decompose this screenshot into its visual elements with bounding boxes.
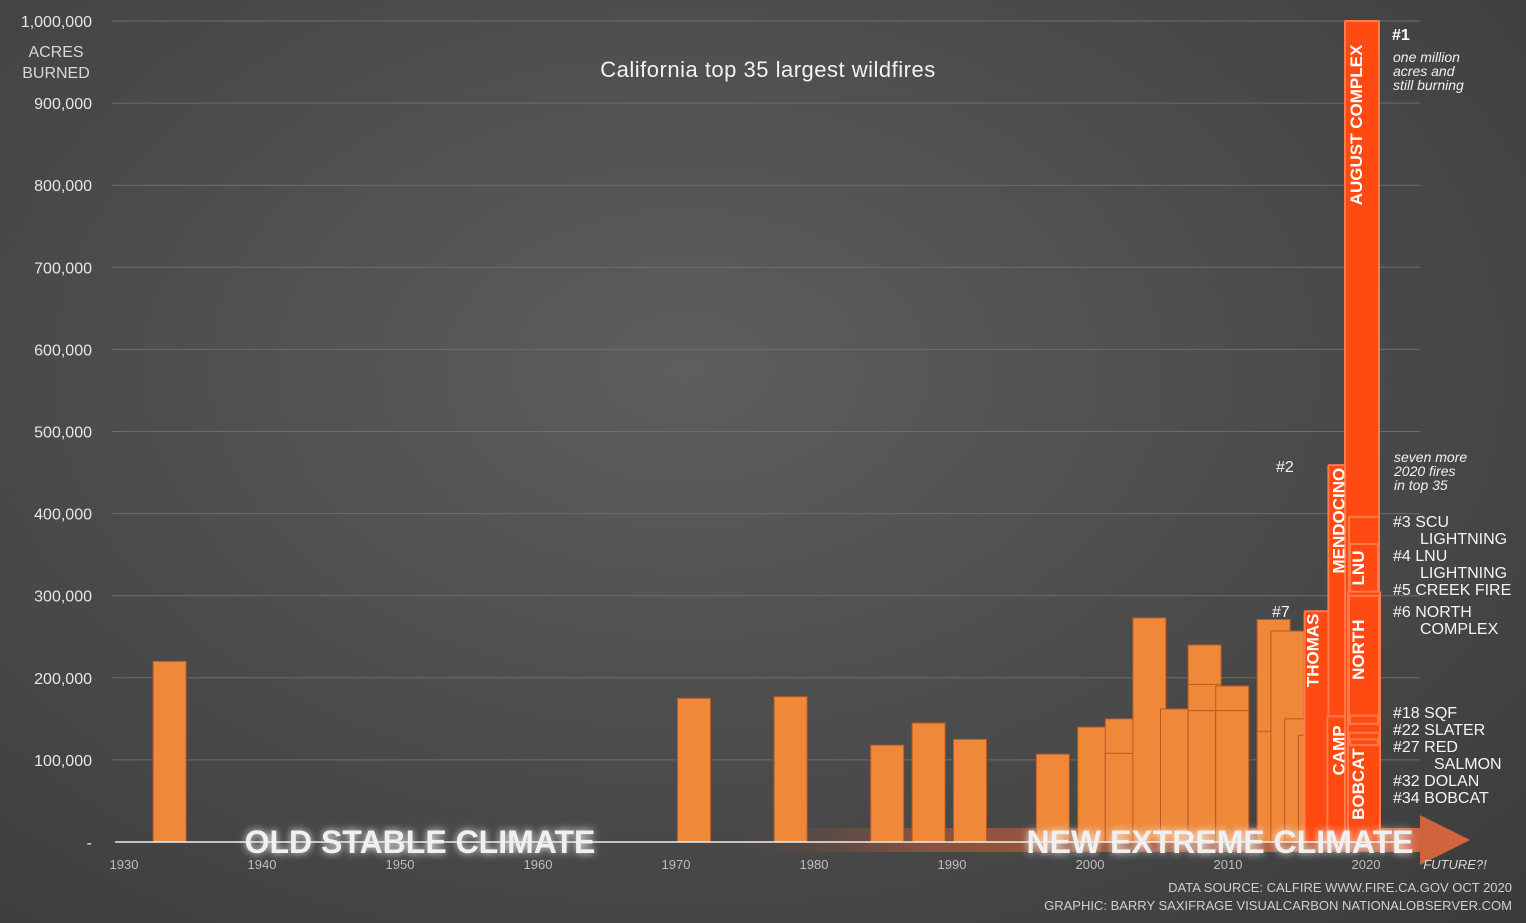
y-axis-label-line1: ACRES <box>28 44 83 61</box>
y-axis-label-line2: BURNED <box>22 65 90 82</box>
fire-bar <box>773 696 808 843</box>
new-climate-label: NEW EXTREME CLIMATE <box>1027 824 1414 860</box>
small-rank-item: #34 BOBCAT <box>1393 790 1489 807</box>
y-tick-label: 400,000 <box>34 507 92 524</box>
highlight-bar-label: AUGUST COMPLEX <box>1347 44 1366 205</box>
y-axis-ticks: - 100,000 200,000 300,000 400,000 500,000 600,… <box>21 14 92 852</box>
rank-list-item-cont: COMPLEX <box>1420 621 1499 638</box>
graphic-credit-line: GRAPHIC: BARRY SAXIFRAGE VISUALCARBON NA… <box>1044 898 1512 913</box>
rank-list-item: #5 CREEK FIRE <box>1393 582 1511 599</box>
small-rank-item: #27 RED <box>1393 739 1458 756</box>
chart-title: California top 35 largest wildfires <box>600 57 935 82</box>
seven-note-line: seven more <box>1394 449 1467 465</box>
x-tick-label: 2000 <box>1076 857 1105 872</box>
rank-1-label: #1 <box>1392 27 1410 44</box>
rank-list-item: #6 NORTH <box>1393 604 1472 621</box>
highlight-bar-label: THOMAS <box>1304 613 1323 687</box>
rank-list-item: #3 SCU <box>1393 514 1449 531</box>
y-tick-label: 900,000 <box>34 96 92 113</box>
highlight-bar-label: LNU <box>1349 551 1368 586</box>
rank-list-item-cont: LIGHTNING <box>1420 565 1507 582</box>
rank-7-label: #7 <box>1272 604 1290 621</box>
fire-bar <box>870 744 905 843</box>
fire-bar <box>911 722 946 843</box>
top-note-line: still burning <box>1393 77 1464 93</box>
highlight-fire-bars <box>1303 20 1381 844</box>
x-tick-label: 2020 <box>1352 857 1381 872</box>
rank-list-item: #4 LNU <box>1393 548 1447 565</box>
gridlines <box>112 20 1420 761</box>
fire-bars <box>152 617 1332 843</box>
fire-bar <box>152 660 187 843</box>
y-tick-label: 600,000 <box>34 342 92 359</box>
small-rank-item: #32 DOLAN <box>1393 773 1479 790</box>
x-tick-label: 1990 <box>938 857 967 872</box>
rank-list-item-cont: LIGHTNING <box>1420 531 1507 548</box>
fire-bar <box>953 738 987 843</box>
highlight-bar-label: BOBCAT <box>1349 748 1368 820</box>
rank-2-label: #2 <box>1276 459 1294 476</box>
y-tick-label: 200,000 <box>34 671 92 688</box>
fire-bar <box>1215 710 1250 843</box>
x-tick-label: 1930 <box>110 857 139 872</box>
fire-bar <box>677 697 711 843</box>
old-climate-label: OLD STABLE CLIMATE <box>245 824 596 860</box>
highlight-bar-label: CAMP <box>1329 725 1348 775</box>
highlight-bar-label: MENDOCINO <box>1329 468 1348 574</box>
x-tick-label: 1970 <box>662 857 691 872</box>
y-tick-label: 800,000 <box>34 178 92 195</box>
x-axis-ticks: 1930 1940 1950 1960 1970 1980 1990 2000 2010 2020 <box>110 857 1381 872</box>
y-tick-label: 100,000 <box>34 753 92 770</box>
x-tick-label: 1980 <box>800 857 829 872</box>
data-source-line: DATA SOURCE: CALFIRE WWW.FIRE.CA.GOV OCT… <box>1168 880 1512 895</box>
x-tick-label: 2010 <box>1214 857 1243 872</box>
seven-note-line: in top 35 <box>1394 477 1448 493</box>
x-tick-label: 1950 <box>386 857 415 872</box>
highlight-bar-labels: THOMAS MENDOCINO CAMP AUGUST COMPLEX LNU NORT… <box>1304 44 1368 820</box>
seven-note-line: 2020 fires <box>1393 463 1455 479</box>
small-rank-item: #22 SLATER <box>1393 722 1485 739</box>
top-note-line: acres and <box>1393 63 1456 79</box>
x-tick-label: 1960 <box>524 857 553 872</box>
small-rank-item-cont: SALMON <box>1434 756 1502 773</box>
x-tick-label: 1940 <box>248 857 277 872</box>
y-tick-label: 300,000 <box>34 589 92 606</box>
y-tick-label: 700,000 <box>34 260 92 277</box>
future-label: FUTURE?! <box>1423 857 1487 872</box>
y-tick-label: 500,000 <box>34 425 92 442</box>
highlight-bar-label: NORTH <box>1349 619 1368 679</box>
y-tick-label: - <box>87 835 92 852</box>
fire-bar <box>1035 753 1070 843</box>
y-tick-label: 1,000,000 <box>21 14 92 31</box>
top-note-line: one million <box>1393 49 1460 65</box>
small-rank-item: #18 SQF <box>1393 705 1457 722</box>
